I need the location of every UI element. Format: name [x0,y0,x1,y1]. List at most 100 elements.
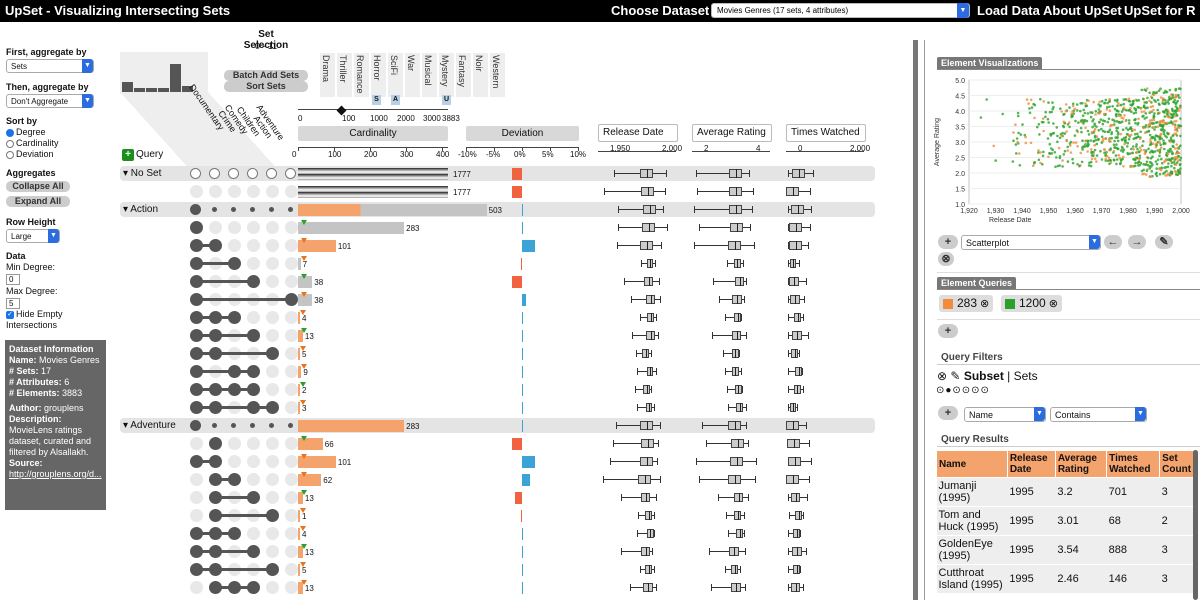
deviation-bar[interactable] [522,564,523,576]
set-dot[interactable] [285,509,298,522]
upset-r-link[interactable]: UpSet for R [1124,3,1196,18]
deviation-bar[interactable] [514,492,522,504]
boxplot[interactable] [598,583,678,592]
cardinality-bar[interactable] [298,330,303,342]
deviation-bar[interactable] [522,420,523,432]
set-dot[interactable] [247,383,260,396]
set-column-thriller[interactable]: Thriller [337,53,352,97]
scatterplot[interactable]: 5.0 4.5 4.0 3.5 3.0 2.5 2.0 1.5 1.01,920 1,930 1,9… [931,72,1191,222]
boxplot[interactable] [786,277,866,286]
boxplot[interactable] [786,313,866,322]
boxplot[interactable] [692,349,772,358]
boxplot[interactable] [598,349,678,358]
boxplot[interactable] [598,457,678,466]
set-dot[interactable] [266,168,277,179]
collapse-all-button[interactable]: Collapse All [6,181,70,192]
cardinality-bar[interactable] [298,258,301,270]
deviation-bar[interactable] [512,276,522,288]
boxplot[interactable] [598,313,678,322]
row-height-select[interactable]: Large ▼ [6,229,60,243]
set-column-scifi[interactable]: SciFi [388,53,403,97]
subset-row[interactable]: 4 [120,525,875,543]
set-dot[interactable] [266,455,279,468]
aggregate-label[interactable]: ▾ Action [123,204,159,215]
set-dot[interactable] [266,329,279,342]
boxplot[interactable] [786,511,866,520]
set-dot[interactable] [209,239,222,252]
expand-all-button[interactable]: Expand All [6,196,70,207]
deviation-bar[interactable] [522,582,523,594]
set-dot[interactable] [285,581,298,594]
boxplot[interactable] [692,529,772,538]
boxplot[interactable] [692,493,772,502]
boxplot[interactable] [786,583,866,592]
set-dot[interactable] [266,365,279,378]
dataset-select[interactable]: Movies Genres (17 sets, 4 attributes) ▼ [711,3,970,18]
boxplot[interactable] [786,223,866,232]
boxplot[interactable] [692,547,772,556]
deviation-bar[interactable] [512,186,522,198]
boxplot[interactable] [786,439,866,448]
set-dot[interactable] [247,185,260,198]
subset-row[interactable]: 13 [120,489,875,507]
cardinality-bar[interactable] [298,456,336,468]
boxplot[interactable] [786,241,866,250]
boxplot[interactable] [786,331,866,340]
batch-add-button[interactable]: Batch Add Sets [224,70,308,81]
set-dot[interactable] [212,207,217,212]
set-column-fantasy[interactable]: Fantasy [456,53,471,97]
deviation-bar[interactable] [522,366,523,378]
set-letter-badge[interactable]: U [442,95,451,105]
deviation-bar[interactable] [522,474,530,486]
cardinality-bar[interactable] [298,582,303,594]
set-dot[interactable] [266,239,279,252]
set-dot[interactable] [266,581,279,594]
subset-row[interactable]: 66 [120,435,875,453]
cardinality-bar[interactable] [298,276,313,288]
boxplot[interactable] [786,205,866,214]
cardinality-bar[interactable] [298,528,300,540]
boxplot[interactable] [786,421,866,430]
set-dot[interactable] [266,311,279,324]
set-dot[interactable] [266,401,279,414]
set-dot[interactable] [247,437,260,450]
boxplot[interactable] [598,331,678,340]
boxplot[interactable] [598,439,678,448]
boxplot[interactable] [786,295,866,304]
set-dot[interactable] [266,257,279,270]
cardinality-bar[interactable] [298,438,323,450]
set-dot[interactable] [247,491,260,504]
boxplot[interactable] [598,187,678,196]
boxplot[interactable] [598,241,678,250]
close-circle-icon[interactable]: ⊗ [937,369,948,383]
cardinality-header[interactable]: Cardinality [298,126,448,141]
boxplot[interactable] [692,421,772,430]
cardinality-bar[interactable] [298,294,313,306]
set-dot[interactable] [228,168,239,179]
set-dot[interactable] [285,275,298,288]
deviation-bar[interactable] [522,312,523,324]
histogram-bar[interactable] [182,86,193,94]
boxplot[interactable] [692,223,772,232]
subset-row[interactable]: 283 [120,219,875,237]
cardinality-bar[interactable] [298,420,405,432]
histogram-bar[interactable] [122,82,133,94]
set-dot[interactable] [231,207,236,212]
set-dot[interactable] [285,401,298,414]
boxplot[interactable] [786,547,866,556]
subset-row[interactable]: 101 [120,237,875,255]
set-dot[interactable] [285,473,298,486]
deviation-bar[interactable] [520,510,522,522]
set-dot[interactable] [266,221,279,234]
boxplot[interactable] [598,385,678,394]
subset-row[interactable]: 1777 [120,183,875,201]
set-dot[interactable] [209,455,222,468]
pencil-icon[interactable]: ✎ [950,369,961,383]
boxplot[interactable] [598,295,678,304]
filter-op-select[interactable]: Contains ▼ [1050,407,1147,422]
attribute-header[interactable]: Times Watched [786,124,866,142]
boxplot[interactable] [598,547,678,556]
set-dot[interactable] [285,437,298,450]
then-aggregate-select[interactable]: Don't Aggregate ▼ [6,94,94,108]
set-dot[interactable] [247,455,260,468]
